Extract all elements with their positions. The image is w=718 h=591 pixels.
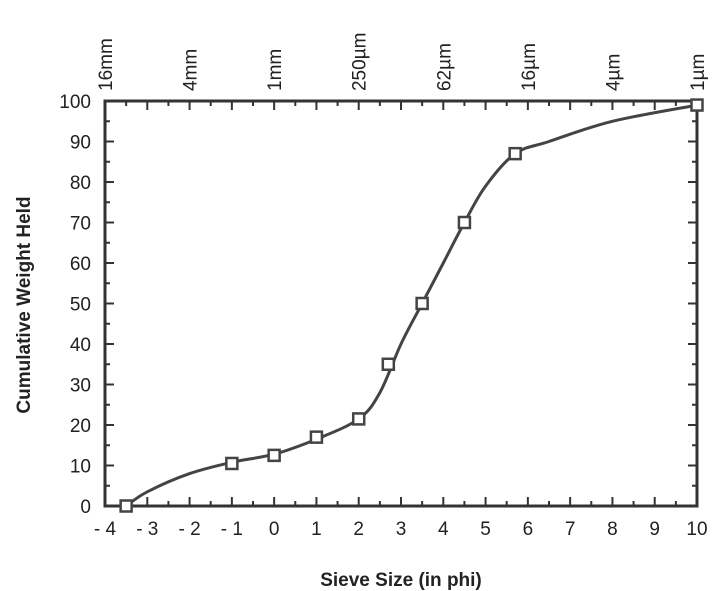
x-tick-label: - 2 [178,519,200,540]
y-tick-label: 20 [70,416,91,437]
data-point-marker [381,357,396,371]
x-tick-label: - 4 [94,519,117,540]
y-tick-label: 80 [70,173,91,194]
top-axis-label: 4µm [603,54,624,91]
top-axis-label: 16µm [519,43,540,91]
x-tick-label: 6 [523,519,534,540]
data-point-marker [690,98,704,112]
top-axis-labels: 16mm 4mm 1mm 250µm 62µm 16µm 4µm 1µm [96,33,709,91]
y-tick-label: 60 [70,254,91,275]
y-tick-label: 70 [70,214,91,235]
data-point-marker [508,146,522,161]
y-axis-title: Cumulative Weight Held [14,196,35,413]
y-tick-label: 90 [70,133,91,154]
y-tick-label: 50 [70,295,91,316]
cumulative-curve [124,103,699,508]
top-axis-label: 250µm [350,33,371,91]
x-tick-label: - 3 [136,519,158,540]
x-tick-label: - 1 [221,519,243,540]
y-tick-label: 30 [70,376,91,397]
x-tick-label: 3 [396,519,407,540]
y-tick-label: 100 [59,92,91,113]
data-point-marker [457,215,472,230]
y-tick-label: 0 [80,497,91,518]
y-tick-label: 10 [70,457,91,478]
data-markers [119,98,704,513]
x-tick-label: 0 [269,519,280,540]
top-axis-label: 4mm [181,49,202,91]
x-tick-label: 1 [311,519,322,540]
x-axis-title: Sieve Size (in phi) [320,570,482,591]
data-point-marker [415,296,429,311]
y-tick-labels: 0 10 20 30 40 50 60 70 80 90 100 [59,92,91,518]
x-tick-label: 8 [607,519,618,540]
x-tick-label: 4 [438,519,449,540]
x-tick-label: 2 [353,519,364,540]
top-axis-label: 1mm [265,49,286,91]
plot-frame [103,99,699,508]
data-point-marker [225,456,239,471]
x-tick-label: 10 [686,519,707,540]
y-tick-label: 40 [70,335,91,356]
top-axis-label: 16mm [96,38,117,91]
x-tick-labels: - 4 - 3 - 2 - 1 0 1 2 3 4 5 6 7 8 9 10 [94,519,708,540]
tick-marks [104,100,698,507]
x-tick-label: 5 [480,519,491,540]
x-tick-label: 9 [649,519,660,540]
data-point-marker [309,430,324,444]
top-axis-label: 1µm [688,54,709,91]
data-point-marker [119,499,133,513]
data-point-marker [267,448,281,463]
x-tick-label: 7 [565,519,576,540]
data-point-marker [351,412,366,426]
top-axis-label: 62µm [434,43,455,91]
